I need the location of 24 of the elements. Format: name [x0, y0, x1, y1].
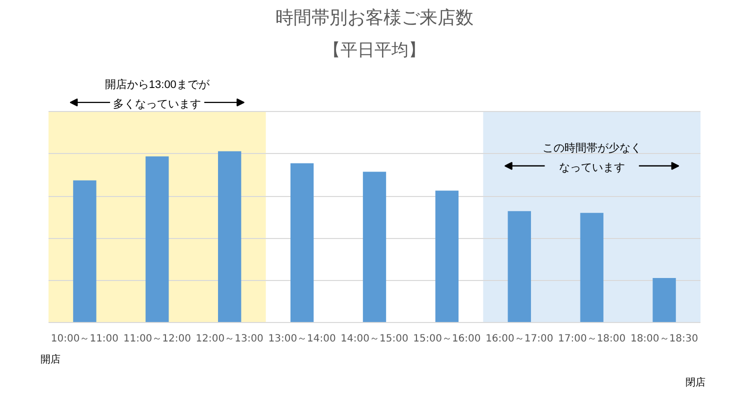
x-tick-label: 12:00～13:00: [196, 334, 264, 344]
bar: [146, 156, 169, 322]
bar: [435, 190, 459, 322]
band-label: 開店から13:00までが多くなっています: [104, 78, 210, 110]
x-tick-label: 18:00～18:30: [630, 334, 698, 344]
x-tick-label: 15:00～16:00: [413, 334, 481, 344]
chart-subtitle: 【平日平均】: [324, 40, 426, 60]
band-label: この時間帯が少なくなっています: [542, 142, 642, 174]
x-tick-label: 14:00～15:00: [340, 334, 408, 344]
x-tick-label: 16:00～17:00: [486, 334, 554, 344]
chart-title: 時間帯別お客様ご来店数: [276, 8, 474, 28]
bar: [73, 180, 96, 322]
bar: [580, 212, 604, 322]
x-tick-label: 13:00～14:00: [268, 334, 336, 344]
x-tick-label: 10:00～11:00: [50, 334, 119, 344]
bar: [652, 278, 676, 322]
x-tick-label: 11:00～12:00: [123, 334, 191, 344]
bar: [218, 151, 242, 322]
bar: [362, 172, 386, 322]
text: 閉店: [686, 376, 706, 388]
text: 開店: [40, 354, 60, 366]
bar: [290, 163, 314, 322]
bar: [508, 211, 531, 322]
x-tick-label: 17:00～18:00: [558, 334, 626, 344]
